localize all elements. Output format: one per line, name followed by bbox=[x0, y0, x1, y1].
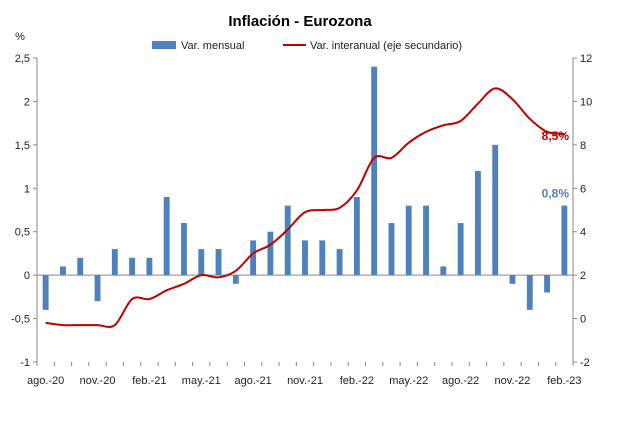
y-primary-tick-label: 1 bbox=[24, 183, 30, 195]
x-tick-label: may.-21 bbox=[182, 375, 221, 387]
bar bbox=[163, 196, 170, 276]
bar bbox=[423, 205, 429, 276]
annotation-monthly-last: 0,8% bbox=[542, 187, 570, 201]
x-tick-label: nov.-22 bbox=[495, 375, 531, 387]
x-tick-label: ago.-21 bbox=[234, 375, 271, 387]
y-primary-tick-label: -0,5 bbox=[11, 314, 30, 326]
bar bbox=[353, 196, 360, 276]
bar bbox=[388, 223, 395, 276]
bar bbox=[94, 275, 101, 302]
bar bbox=[319, 240, 326, 276]
y-primary-tick-label: 2 bbox=[24, 96, 30, 108]
bar bbox=[59, 266, 66, 276]
bar-series bbox=[42, 66, 568, 310]
chart-title: Inflación - Eurozona bbox=[228, 13, 372, 30]
bar bbox=[509, 275, 516, 284]
bar bbox=[77, 257, 84, 276]
x-tick-label: nov.-20 bbox=[80, 375, 116, 387]
x-tick-label: feb.-23 bbox=[547, 375, 581, 387]
bar bbox=[336, 249, 343, 276]
bar bbox=[526, 275, 533, 310]
bar bbox=[284, 205, 291, 276]
y-secondary-tick-label: 6 bbox=[580, 183, 586, 195]
bar bbox=[267, 231, 274, 276]
bar bbox=[250, 240, 257, 276]
legend-label-monthly: Var. mensual bbox=[181, 40, 244, 52]
bar bbox=[111, 249, 118, 276]
x-tick-label: feb.-22 bbox=[340, 375, 374, 387]
bar bbox=[302, 240, 308, 276]
x-tick-label: nov.-21 bbox=[287, 375, 323, 387]
bar bbox=[42, 275, 49, 310]
y-secondary-tick-label: 8 bbox=[580, 140, 586, 152]
annotations: 8,5% 0,8% bbox=[542, 129, 570, 201]
bar bbox=[232, 275, 239, 284]
y-secondary-tick-label: 12 bbox=[580, 53, 592, 65]
y-secondary-tick-label: 10 bbox=[580, 96, 592, 108]
y-primary-tick-label: 0,5 bbox=[15, 227, 30, 239]
y-primary-tick-label: -1 bbox=[20, 357, 30, 369]
bar bbox=[181, 223, 187, 276]
bar bbox=[474, 170, 481, 276]
annotation-interannual-last: 8,5% bbox=[542, 129, 570, 143]
bar bbox=[492, 144, 499, 276]
axes: -1 -0,5 0 0,5 1 1,5 2 2,5 -2 0 2 4 6 8 10 12 ago.-20 nov.… bbox=[11, 53, 592, 387]
line-series bbox=[45, 87, 565, 328]
legend: Var. mensual Var. interanual (eje secunda… bbox=[152, 40, 462, 52]
legend-swatch-monthly bbox=[152, 41, 176, 49]
x-tick-label: feb.-21 bbox=[132, 375, 166, 387]
y-secondary-tick-label: -2 bbox=[580, 357, 590, 369]
bar bbox=[371, 66, 378, 276]
y-secondary-tick-label: 2 bbox=[580, 270, 586, 282]
y-secondary-tick-label: 4 bbox=[580, 227, 586, 239]
bar bbox=[561, 205, 568, 276]
bar bbox=[146, 257, 153, 276]
x-tick-label: ago.-22 bbox=[442, 375, 479, 387]
bar bbox=[457, 223, 464, 276]
bar bbox=[129, 257, 136, 276]
x-tick-label: may.-22 bbox=[389, 375, 428, 387]
y-primary-tick-label: 0 bbox=[24, 270, 30, 282]
bar bbox=[544, 275, 551, 293]
bar bbox=[405, 205, 412, 276]
legend-label-interannual: Var. interanual (eje secundario) bbox=[310, 40, 462, 52]
y-primary-tick-label: 1,5 bbox=[15, 140, 30, 152]
bar bbox=[440, 266, 447, 276]
bar bbox=[198, 249, 205, 276]
y-primary-tick-label: 2,5 bbox=[15, 53, 30, 65]
y-axis-unit-label: % bbox=[15, 31, 25, 43]
y-secondary-tick-label: 0 bbox=[580, 314, 586, 326]
interannual-line bbox=[45, 87, 565, 328]
bar bbox=[215, 249, 222, 276]
x-tick-label: ago.-20 bbox=[27, 375, 64, 387]
